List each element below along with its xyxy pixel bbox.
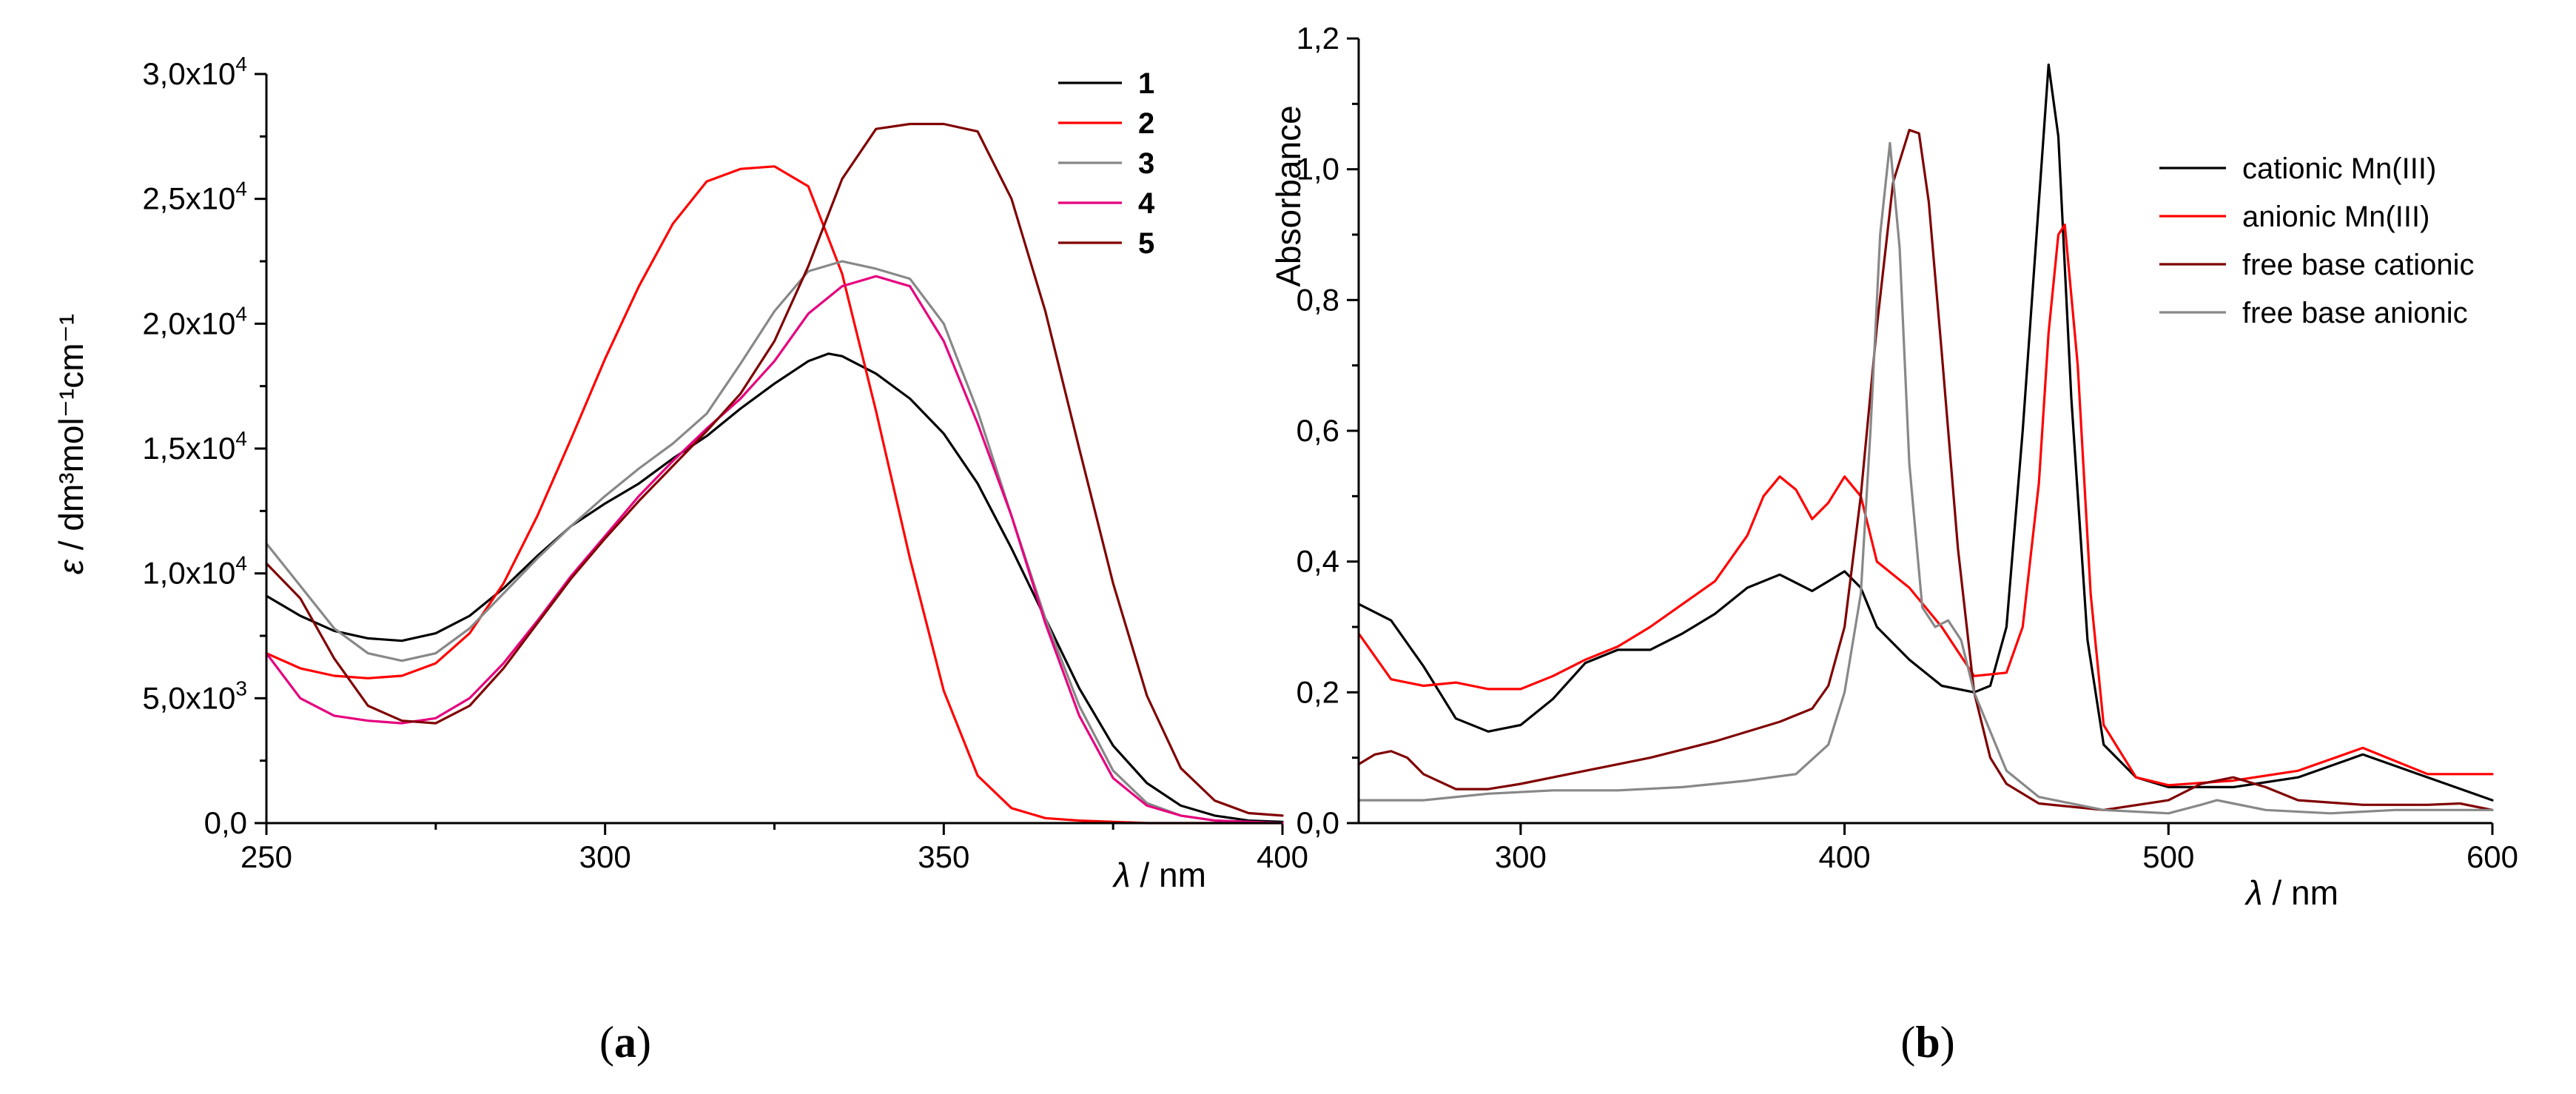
chart-a-y-axis-title: ε / dm³mol⁻¹cm⁻¹	[52, 314, 90, 574]
series-line-1	[265, 352, 1284, 823]
legend-label: 2	[1138, 107, 1154, 140]
y-tick-label: 0,8	[1297, 282, 1339, 317]
y-tick-label: 2,5x104	[142, 178, 247, 216]
chart-a-caption: (a)	[599, 1018, 651, 1067]
series-line-cationic-mn-iii-	[1357, 63, 2494, 802]
x-tick-label: 500	[2142, 839, 2194, 874]
y-tick-label: 0,0	[204, 805, 247, 840]
chart-a-x-axis-title: λ / nm	[1112, 856, 1206, 894]
chart-b-legend: cationic Mn(III) anionic Mn(III) free base…	[2159, 152, 2475, 329]
chart-a-legend: 1 2 3 4 5	[1058, 67, 1155, 260]
y-tick-label: 1,2	[1297, 21, 1339, 56]
y-tick-label: 0,4	[1297, 544, 1339, 579]
y-tick-label: 1,0x104	[142, 552, 247, 591]
series-line-5	[265, 122, 1284, 817]
chart-a-x-tick-labels: 250 300 350 400	[241, 839, 1308, 874]
x-tick-label: 250	[241, 839, 292, 874]
x-tick-label: 400	[1257, 839, 1308, 874]
chart-b-x-tick-labels: 300 400 500 600	[1495, 839, 2518, 874]
series-line-free-base-cationic	[1357, 129, 2494, 811]
series-line-free-base-anionic	[1357, 141, 2494, 815]
series-line-3	[265, 260, 1284, 825]
chart-a: 250 300 350 400 0,0 5,0x103 1,0x104 1,5x104 2,0…	[52, 53, 1308, 1067]
y-tick-label: 0,6	[1297, 413, 1339, 448]
chart-a-y-tick-labels: 0,0 5,0x103 1,0x104 1,5x104 2,0x104 2,5x104 3,…	[142, 53, 247, 840]
y-tick-label: 0,0	[1297, 805, 1339, 840]
chart-b-y-tick-labels: 0,0 0,2 0,4 0,6 0,8 1,0 1,2	[1297, 21, 1339, 840]
x-tick-label: 300	[1495, 839, 1547, 874]
y-tick-label: 5,0x103	[142, 677, 247, 715]
chart-a-series-group	[265, 122, 1284, 825]
chart-b-caption: (b)	[1900, 1018, 1954, 1067]
y-tick-label: 1,5x104	[142, 427, 247, 466]
chart-b: 300 400 500 600 0,0 0,2 0,4 0,6 0,8 1,0 1,2 λ / n…	[1269, 21, 2518, 1067]
legend-label: free base cationic	[2242, 249, 2475, 281]
series-line-4	[265, 275, 1284, 825]
legend-label: 5	[1138, 227, 1154, 260]
series-line-anionic-mn-iii-	[1357, 224, 2494, 787]
series-line-2	[265, 165, 1284, 825]
x-tick-label: 350	[918, 839, 969, 874]
legend-label: free base anionic	[2242, 297, 2468, 329]
chart-b-x-axis-title: λ / nm	[2244, 873, 2338, 912]
chart-b-y-axis-title: Absorbance	[1269, 105, 1308, 287]
x-tick-label: 300	[579, 839, 631, 874]
legend-label: 3	[1138, 147, 1154, 180]
legend-label: cationic Mn(III)	[2242, 152, 2436, 185]
y-tick-label: 0,2	[1297, 674, 1339, 709]
y-tick-label: 1,0	[1297, 152, 1339, 187]
legend-label: 4	[1138, 187, 1155, 220]
y-tick-label: 3,0x104	[142, 53, 247, 91]
y-tick-label: 2,0x104	[142, 302, 247, 340]
x-tick-label: 600	[2466, 839, 2518, 874]
legend-label: 1	[1138, 67, 1154, 100]
legend-label: anionic Mn(III)	[2242, 201, 2429, 233]
chart-b-series-group	[1357, 63, 2494, 815]
x-tick-label: 400	[1819, 839, 1871, 874]
